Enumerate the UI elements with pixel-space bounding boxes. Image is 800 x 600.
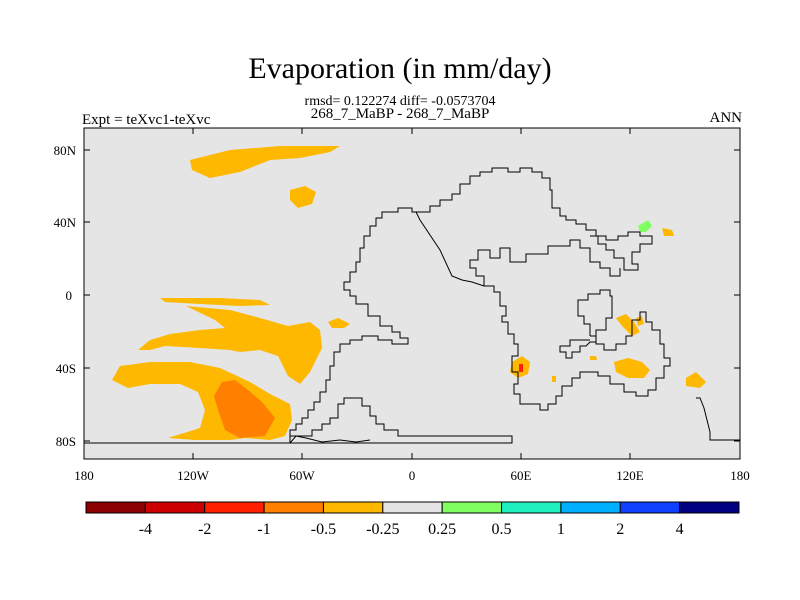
colorbar-label: -2 [198, 521, 211, 538]
colorbar-swatch [679, 501, 740, 514]
coastline-north-america [84, 207, 416, 444]
patch-small-2 [636, 316, 644, 326]
patch-south-pacific-core [214, 380, 275, 438]
x-tick-label: 60W [289, 468, 315, 483]
colorbar-label: 1 [557, 521, 565, 538]
x-tick-label: 120E [616, 468, 644, 483]
y-tick-label: 80S [56, 434, 76, 449]
x-tick-label: 0 [409, 468, 416, 483]
colorbar-label: 0.25 [428, 521, 456, 538]
x-tick-label: 180 [730, 468, 750, 483]
plot-subtitle: 268_7_MaBP - 268_7_MaBP [310, 106, 490, 122]
patch-east-asia-green [638, 220, 652, 232]
colorbar-label: 0.5 [492, 521, 512, 538]
y-tick-label: 40N [54, 215, 77, 230]
patch-tasman [686, 372, 706, 388]
colorbar-swatch [204, 501, 265, 514]
patch-south-america [328, 318, 350, 328]
patch-arctic [190, 146, 340, 178]
colorbar-label: -4 [139, 521, 152, 538]
coastline-antarctica [84, 397, 513, 444]
patch-equatorial-pacific [160, 298, 270, 306]
colorbar-label: 2 [616, 521, 624, 538]
x-tick-label: 120W [177, 468, 210, 483]
coastline-antarctic-peninsula [289, 435, 371, 444]
coastline-southeast-asia [559, 289, 613, 359]
colorbar-swatch [382, 501, 443, 514]
coastline-eurasia-south [415, 211, 671, 411]
patch-indian-ocean-red [519, 364, 523, 372]
y-tick-label: 80N [54, 143, 77, 158]
green-patch [638, 220, 652, 232]
anomaly-patches [112, 146, 706, 440]
small-red-patch [519, 364, 523, 372]
y-tick-label: 40S [56, 361, 76, 376]
patch-australia-north [616, 314, 640, 336]
x-tick-marks [83, 128, 741, 459]
stats-line: rmsd= 0.122274 diff= -0.0573704 [304, 94, 496, 109]
patch-tropical-pacific [138, 306, 322, 384]
x-tick-label: 60E [511, 468, 532, 483]
colorbar-label: -0.25 [366, 521, 399, 538]
x-tick-label: 180 [74, 468, 94, 483]
colorbar-label: 4 [676, 521, 684, 538]
patch-small-1 [552, 376, 556, 382]
y-tick-marks [84, 149, 740, 442]
coastline-new-zealand [696, 397, 740, 441]
y-tick-label: 0 [66, 288, 73, 303]
colorbar-swatch [322, 501, 384, 514]
colorbar: -4 -2 -1 -0.5 -0.25 0.25 0.5 1 2 4 [85, 501, 740, 538]
coastline-east-asia [469, 239, 621, 286]
colorbar-swatch [144, 501, 206, 514]
plot-title: Evaporation (in mm/day) [248, 52, 552, 85]
season-label: ANN [709, 110, 743, 126]
colorbar-swatch [441, 501, 503, 514]
colorbar-swatch [263, 501, 324, 514]
patch-north-pacific [290, 186, 316, 208]
patch-japan [662, 228, 674, 236]
experiment-label: Expt = teXvc1-teXvc [82, 112, 211, 128]
patch-indian-ocean-2 [590, 356, 597, 360]
colorbar-swatch [560, 501, 621, 514]
colorbar-label: -0.5 [311, 521, 336, 538]
map-background [84, 128, 740, 459]
colorbar-swatch [619, 501, 681, 514]
coastline-eurasia [416, 167, 653, 271]
colorbar-swatch [85, 501, 146, 514]
y-tick-labels: 80N 40N 0 40S 80S [54, 143, 77, 449]
x-tick-labels: 180 120W 60W 0 60E 120E 180 [74, 468, 750, 483]
colorbar-swatch [501, 501, 562, 514]
colorbar-label: -1 [257, 521, 270, 538]
patch-australia-south [614, 358, 650, 378]
coastlines [84, 167, 740, 444]
strong-anomaly-patches [214, 380, 275, 438]
